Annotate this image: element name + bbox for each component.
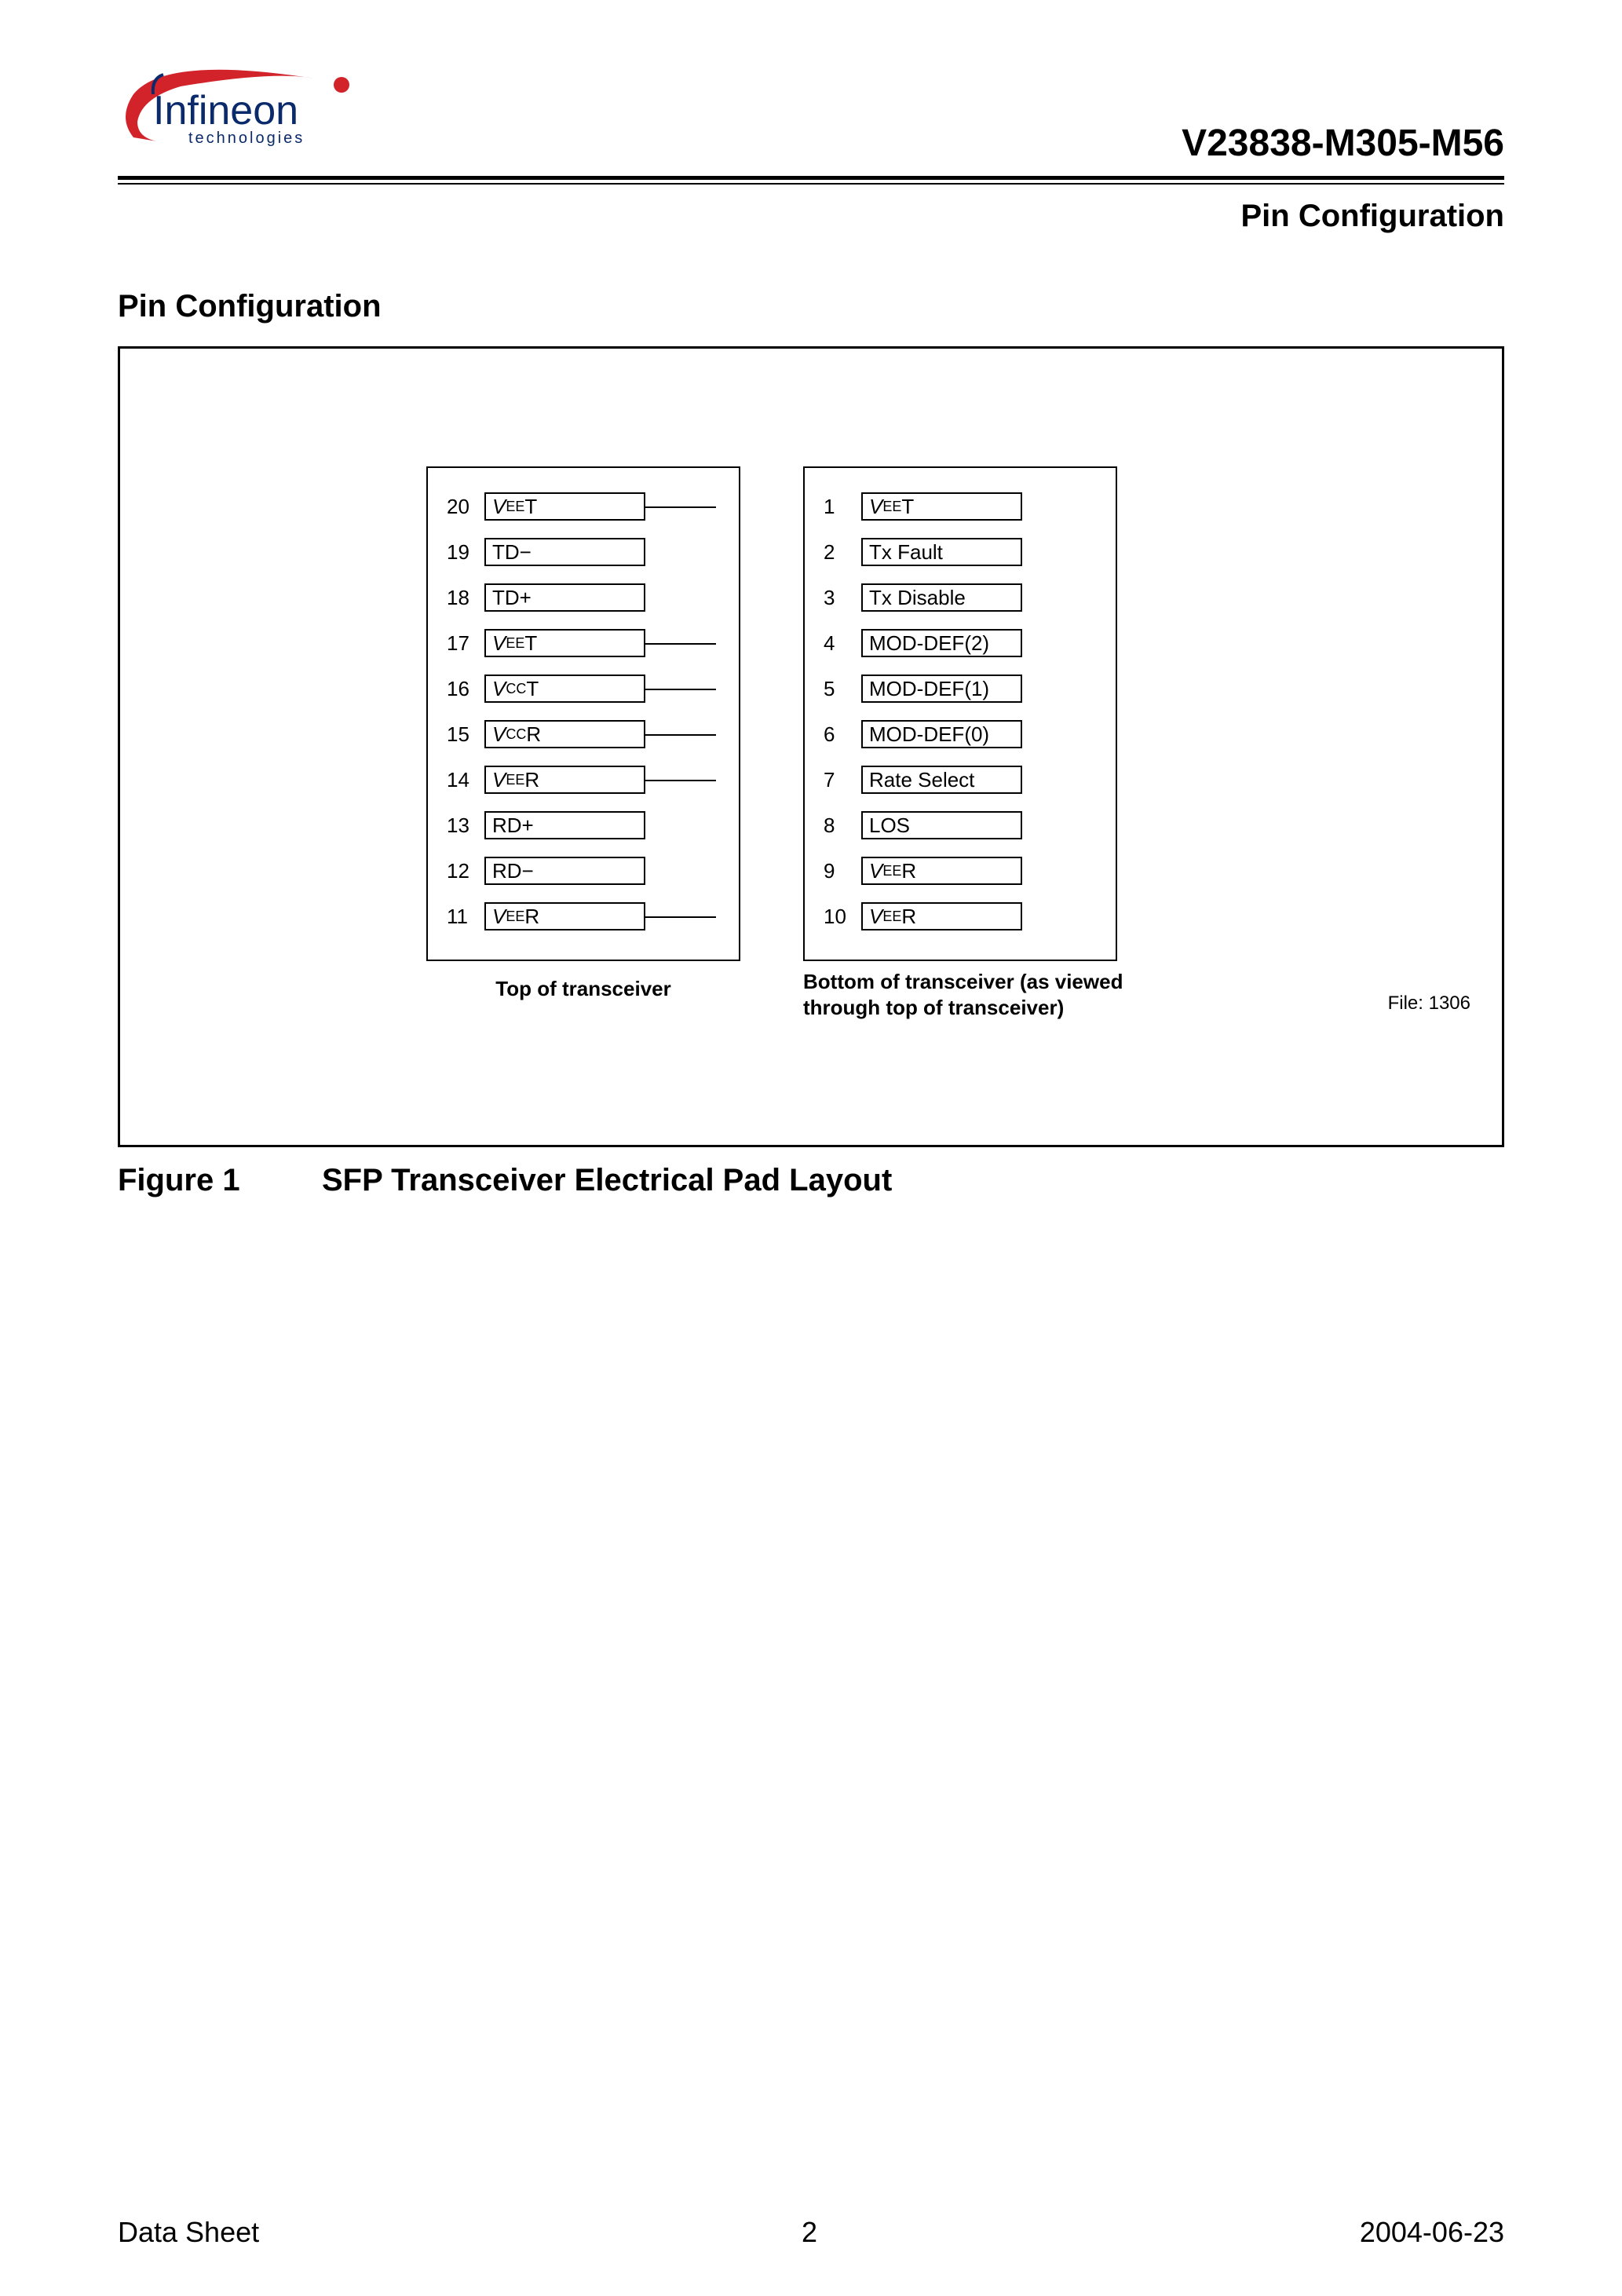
pin-number: 2 bbox=[824, 540, 861, 565]
pin-row: 17VEET bbox=[447, 620, 720, 666]
footer-date: 2004-06-23 bbox=[1360, 2216, 1504, 2249]
pin-pad: RD+ bbox=[484, 811, 645, 839]
pin-number: 16 bbox=[447, 677, 484, 701]
pin-number: 19 bbox=[447, 540, 484, 565]
pin-number: 5 bbox=[824, 677, 861, 701]
pin-trace bbox=[644, 643, 716, 645]
pin-pad: MOD-DEF(1) bbox=[861, 675, 1022, 703]
pin-row: 14VEER bbox=[447, 757, 720, 803]
pin-row: 16VCCT bbox=[447, 666, 720, 711]
logo-sub-text: technologies bbox=[188, 130, 305, 147]
page: Infineon technologies V23838-M305-M56 Pi… bbox=[0, 0, 1622, 2296]
page-footer: Data Sheet 2 2004-06-23 bbox=[118, 2216, 1504, 2249]
pin-trace bbox=[644, 689, 716, 690]
infineon-logo: Infineon technologies bbox=[118, 63, 385, 165]
pin-number: 14 bbox=[447, 768, 484, 792]
pin-trace bbox=[644, 780, 716, 781]
file-tag: File: 1306 bbox=[1388, 993, 1470, 1015]
pin-row: 7Rate Select bbox=[824, 757, 1097, 803]
pin-row: 20VEET bbox=[447, 484, 720, 529]
pin-number: 7 bbox=[824, 768, 861, 792]
pin-trace bbox=[644, 916, 716, 918]
pin-pad: Tx Disable bbox=[861, 583, 1022, 612]
pin-row: 10VEER bbox=[824, 894, 1097, 939]
pin-row: 6MOD-DEF(0) bbox=[824, 711, 1097, 757]
pin-number: 3 bbox=[824, 586, 861, 610]
pin-row: 18TD+ bbox=[447, 575, 720, 620]
pin-block-top: 20VEET19TD−18TD+17VEET16VCCT15VCCR14VEER… bbox=[426, 466, 740, 961]
pin-trace bbox=[644, 506, 716, 508]
section-title-left: Pin Configuration bbox=[118, 289, 1504, 324]
figure-title: SFP Transceiver Electrical Pad Layout bbox=[322, 1163, 892, 1197]
pin-row: 3Tx Disable bbox=[824, 575, 1097, 620]
pin-pad: VEER bbox=[484, 766, 645, 794]
pin-row: 9VEER bbox=[824, 848, 1097, 894]
section-title-right: Pin Configuration bbox=[118, 199, 1504, 234]
pin-pad: VEER bbox=[861, 857, 1022, 885]
pin-pad: VCCT bbox=[484, 675, 645, 703]
pin-row: 11VEER bbox=[447, 894, 720, 939]
pin-row: 4MOD-DEF(2) bbox=[824, 620, 1097, 666]
figure-caption: Figure 1SFP Transceiver Electrical Pad L… bbox=[118, 1163, 1504, 1198]
figure-box: 20VEET19TD−18TD+17VEET16VCCT15VCCR14VEER… bbox=[118, 346, 1504, 1147]
pin-pad: TD− bbox=[484, 538, 645, 566]
pin-number: 17 bbox=[447, 631, 484, 656]
pin-pad: VEET bbox=[861, 492, 1022, 521]
pin-row: 2Tx Fault bbox=[824, 529, 1097, 575]
pin-row: 8LOS bbox=[824, 803, 1097, 848]
pin-row: 19TD− bbox=[447, 529, 720, 575]
pin-pad: VEER bbox=[861, 902, 1022, 930]
pin-pad: VEET bbox=[484, 492, 645, 521]
pin-number: 13 bbox=[447, 813, 484, 838]
header-rule-thin bbox=[118, 183, 1504, 185]
caption-bottom-transceiver: Bottom of transceiver (as viewed through… bbox=[803, 969, 1141, 1020]
header-rule-thick bbox=[118, 176, 1504, 180]
pin-number: 10 bbox=[824, 905, 861, 929]
pin-number: 9 bbox=[824, 859, 861, 883]
caption-top-transceiver: Top of transceiver bbox=[426, 977, 740, 1001]
pin-pad: Rate Select bbox=[861, 766, 1022, 794]
pin-number: 18 bbox=[447, 586, 484, 610]
pin-pad: TD+ bbox=[484, 583, 645, 612]
pin-trace bbox=[644, 734, 716, 736]
pin-number: 6 bbox=[824, 722, 861, 747]
pin-row: 12RD− bbox=[447, 848, 720, 894]
pin-number: 15 bbox=[447, 722, 484, 747]
pin-pad: LOS bbox=[861, 811, 1022, 839]
pin-pad: VCCR bbox=[484, 720, 645, 748]
pin-block-bottom: 1VEET2Tx Fault3Tx Disable4MOD-DEF(2)5MOD… bbox=[803, 466, 1117, 961]
pin-pad: MOD-DEF(0) bbox=[861, 720, 1022, 748]
part-number: V23838-M305-M56 bbox=[1182, 122, 1504, 165]
pin-number: 8 bbox=[824, 813, 861, 838]
page-header: Infineon technologies V23838-M305-M56 bbox=[118, 63, 1504, 171]
footer-left: Data Sheet bbox=[118, 2216, 259, 2249]
pin-row: 13RD+ bbox=[447, 803, 720, 848]
pin-pad: Tx Fault bbox=[861, 538, 1022, 566]
pin-number: 11 bbox=[447, 905, 484, 929]
footer-page-number: 2 bbox=[802, 2216, 817, 2249]
pin-number: 4 bbox=[824, 631, 861, 656]
pin-row: 1VEET bbox=[824, 484, 1097, 529]
pin-pad: VEET bbox=[484, 629, 645, 657]
figure-number: Figure 1 bbox=[118, 1163, 322, 1198]
logo-main-text: Infineon bbox=[153, 88, 298, 133]
pin-row: 5MOD-DEF(1) bbox=[824, 666, 1097, 711]
pin-number: 1 bbox=[824, 495, 861, 519]
pin-pad: MOD-DEF(2) bbox=[861, 629, 1022, 657]
pin-number: 20 bbox=[447, 495, 484, 519]
pin-pad: RD− bbox=[484, 857, 645, 885]
pin-pad: VEER bbox=[484, 902, 645, 930]
pin-row: 15VCCR bbox=[447, 711, 720, 757]
pin-number: 12 bbox=[447, 859, 484, 883]
